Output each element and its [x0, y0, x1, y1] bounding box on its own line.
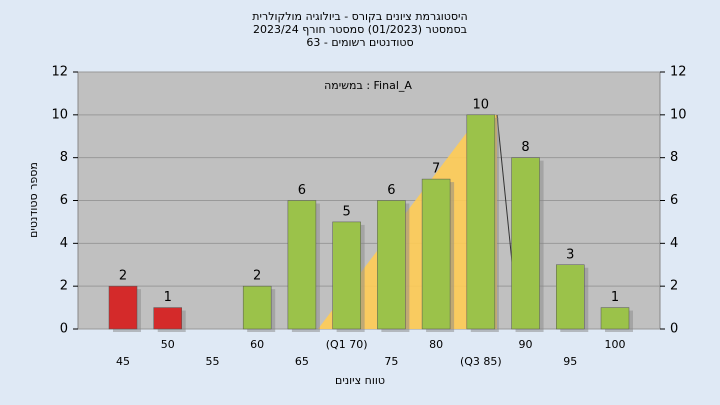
y2-tick-label: 12: [670, 65, 687, 80]
value-label: 8: [521, 140, 529, 155]
x-tick-label: 65: [295, 355, 309, 368]
bar: [511, 157, 540, 330]
y-tick-label: 4: [60, 236, 68, 251]
value-label: 5: [342, 204, 350, 219]
x-tick-label: 75: [384, 355, 398, 368]
x-tick-label: 45: [116, 355, 130, 368]
x-tick-label: 95: [563, 355, 577, 368]
y-tick-label: 2: [60, 279, 68, 294]
bar: [421, 178, 451, 330]
x-axis-label: טווח ציונים: [335, 374, 385, 387]
chart-title: היסטוגרמת ציונים בקורס - ביולוגיה מולקול…: [252, 10, 467, 23]
x-tick-label: (Q3 85): [460, 355, 502, 368]
bar: [242, 285, 272, 330]
bar: [287, 200, 317, 330]
value-label: 2: [253, 269, 261, 284]
value-label: 7: [432, 162, 440, 177]
y2-tick-label: 2: [670, 279, 678, 294]
x-tick-label: (Q1 70): [326, 338, 368, 351]
bar: [377, 200, 406, 330]
chart-subtitle: סטודנטים רשומים - 63: [306, 36, 413, 49]
x-tick-label: 100: [605, 338, 626, 351]
bar: [466, 114, 496, 330]
bar: [108, 285, 138, 330]
y2-tick-label: 8: [670, 150, 678, 165]
y-tick-label: 12: [51, 65, 68, 80]
x-tick-label: 50: [161, 338, 175, 351]
value-label: 1: [164, 290, 172, 305]
bar: [332, 221, 361, 330]
y-tick-label: 8: [60, 150, 68, 165]
chart-subtitle: בסמסטר (01/2023) סמסטר חורף 2023/24: [253, 23, 467, 36]
value-label: 2: [119, 269, 127, 284]
value-label: 3: [566, 247, 574, 262]
bar: [556, 264, 585, 330]
value-label: 6: [387, 183, 395, 198]
connector-line: [496, 114, 513, 263]
value-label: 1: [611, 290, 619, 305]
y2-tick-label: 10: [670, 107, 687, 122]
y2-tick-label: 6: [670, 193, 678, 208]
y2-tick-label: 4: [670, 236, 678, 251]
x-tick-label: 55: [205, 355, 219, 368]
x-tick-label: 90: [519, 338, 533, 351]
y-tick-label: 6: [60, 193, 68, 208]
x-tick-label: 60: [250, 338, 264, 351]
y-tick-label: 10: [51, 107, 68, 122]
y-axis-label: מספר סטודנטים: [27, 162, 40, 238]
annotation: במשימה : Final_A: [324, 79, 412, 92]
value-label: 6: [298, 183, 306, 198]
y-tick-label: 0: [60, 322, 68, 337]
y2-tick-label: 0: [670, 322, 678, 337]
bar: [153, 307, 182, 330]
bar: [600, 307, 630, 330]
value-label: 10: [473, 97, 490, 112]
x-tick-label: 80: [429, 338, 443, 351]
